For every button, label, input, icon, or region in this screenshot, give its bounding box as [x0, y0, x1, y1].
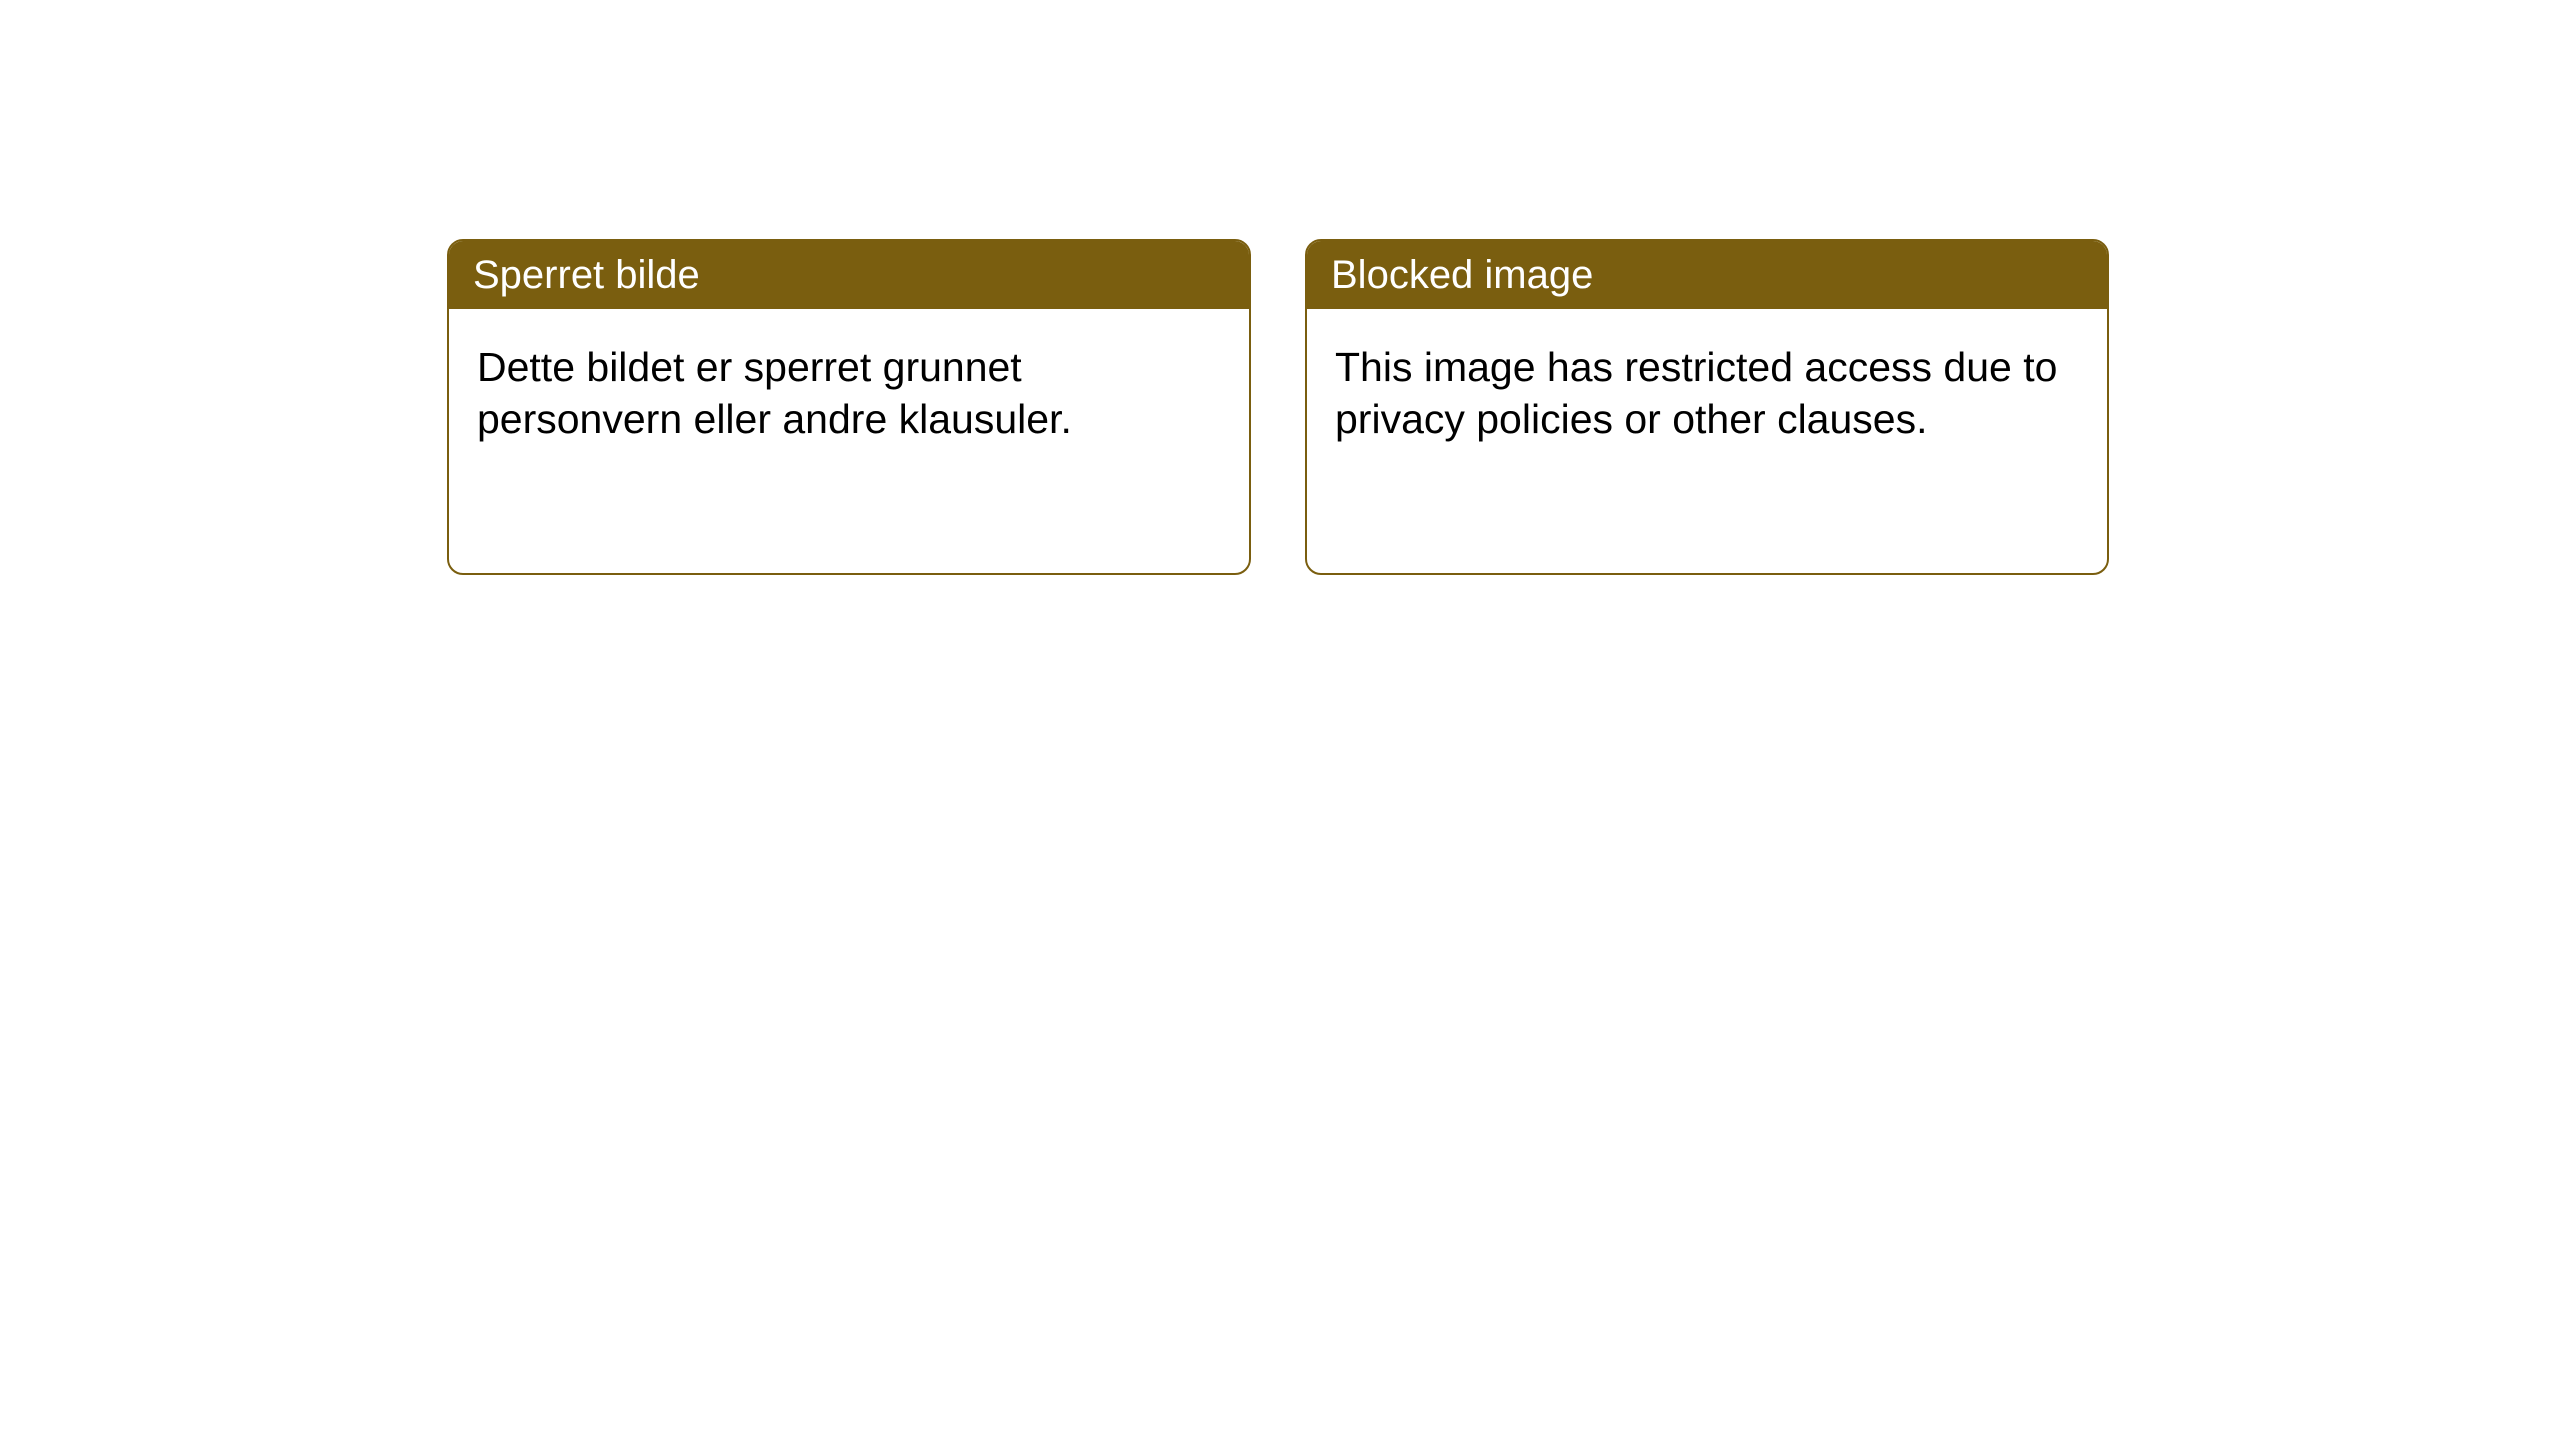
notice-card-norwegian: Sperret bilde Dette bildet er sperret gr…: [447, 239, 1251, 575]
card-body-text: Dette bildet er sperret grunnet personve…: [477, 344, 1072, 442]
card-body: Dette bildet er sperret grunnet personve…: [449, 309, 1249, 478]
notice-container: Sperret bilde Dette bildet er sperret gr…: [447, 239, 2109, 575]
card-title: Blocked image: [1331, 253, 1593, 297]
card-body: This image has restricted access due to …: [1307, 309, 2107, 478]
card-header: Blocked image: [1307, 241, 2107, 309]
notice-card-english: Blocked image This image has restricted …: [1305, 239, 2109, 575]
card-body-text: This image has restricted access due to …: [1335, 344, 2057, 442]
card-title: Sperret bilde: [473, 253, 700, 297]
card-header: Sperret bilde: [449, 241, 1249, 309]
